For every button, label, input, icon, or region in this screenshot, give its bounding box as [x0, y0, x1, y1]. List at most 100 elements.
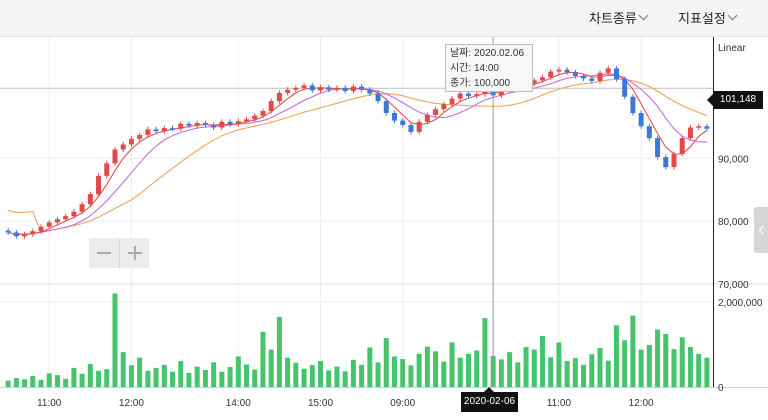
candle	[194, 123, 200, 126]
candle	[293, 87, 299, 90]
volume-bar	[96, 370, 102, 387]
candle	[367, 89, 373, 94]
volume-tick-label: 0	[718, 383, 724, 394]
volume-bar	[87, 364, 93, 387]
volume-bar	[153, 367, 159, 387]
candle	[22, 234, 28, 237]
candle	[38, 226, 44, 232]
volume-bar	[416, 353, 422, 387]
candle	[227, 121, 233, 125]
candle	[87, 194, 93, 205]
candle	[564, 69, 570, 73]
tooltip-time: 시간: 14:00	[450, 63, 499, 74]
candle	[408, 124, 414, 132]
volume-bar	[30, 375, 36, 387]
volume-bar	[219, 371, 225, 387]
volume-bar	[548, 357, 554, 387]
candle	[235, 121, 241, 125]
candle	[161, 128, 167, 132]
volume-bar	[564, 361, 570, 387]
candle	[531, 80, 537, 84]
zoom-controls	[89, 238, 149, 268]
indicator-settings-button[interactable]: 지표설정	[678, 8, 738, 27]
candle	[433, 109, 439, 115]
volume-bar	[465, 353, 471, 387]
volume-bar	[589, 354, 595, 387]
zoom-in-button[interactable]	[118, 238, 150, 268]
candle	[54, 219, 60, 223]
volume-bar	[334, 366, 340, 387]
chevron-left-icon	[758, 225, 767, 235]
volume-bar	[13, 378, 19, 387]
panel-toggle-button[interactable]	[754, 207, 768, 253]
volume-bar	[293, 362, 299, 387]
candle	[96, 175, 102, 195]
volume-bar	[54, 375, 60, 387]
candle	[334, 87, 340, 90]
candle	[350, 86, 356, 92]
price-tick-label: 80,000	[718, 217, 749, 228]
candle	[572, 72, 578, 76]
candle	[120, 144, 126, 150]
volume-bar	[375, 362, 381, 387]
volume-bar	[268, 349, 274, 387]
volume-bar	[227, 367, 233, 387]
candle	[383, 101, 389, 114]
candle	[400, 120, 406, 125]
candle	[104, 163, 110, 176]
volume-bar	[622, 340, 628, 387]
x-tick-label: 12:00	[629, 398, 654, 409]
volume-bar	[79, 373, 85, 387]
candle	[646, 126, 652, 139]
price-chart[interactable]: Linear 70,000 80,000 90,000 0 2,000,000 11:00 1…	[0, 37, 768, 420]
volume-bar	[474, 350, 480, 387]
volume-bar	[71, 367, 77, 387]
candle	[178, 123, 184, 129]
volume-bar	[433, 351, 439, 387]
chart-type-button[interactable]: 차트종류	[589, 8, 649, 27]
volume-bar	[178, 361, 184, 387]
candle	[655, 138, 661, 158]
volume-bar	[457, 357, 463, 387]
volume-bar	[531, 349, 537, 387]
volume-bar	[597, 347, 603, 387]
chart-toolbar: 차트종류 지표설정	[0, 0, 768, 37]
volume-bar	[507, 352, 513, 387]
volume-bar	[194, 366, 200, 387]
volume-tick-label: 2,000,000	[718, 298, 763, 309]
candle	[539, 77, 545, 81]
volume-bar	[63, 378, 69, 387]
volume-bar	[671, 349, 677, 387]
candle	[318, 87, 324, 91]
candle	[589, 78, 595, 81]
volume-bar	[161, 364, 167, 387]
volume-bar	[655, 329, 661, 387]
volume-bar	[523, 347, 529, 387]
volume-bar	[22, 379, 28, 387]
current-price-badge: 101,148	[707, 91, 763, 109]
candle	[449, 98, 455, 105]
volume-bar	[170, 371, 176, 387]
candle	[260, 111, 266, 116]
candle	[416, 121, 422, 132]
candle	[219, 121, 225, 128]
volume-bar	[482, 318, 488, 387]
candle	[441, 104, 447, 110]
ma-long-line	[7, 78, 708, 233]
volume-bar	[400, 358, 406, 387]
candle	[548, 71, 554, 78]
candle	[622, 79, 628, 97]
volume-bar	[605, 360, 611, 387]
x-tick-label: 15:00	[308, 398, 333, 409]
candle	[704, 126, 710, 129]
candle	[457, 93, 463, 99]
chevron-down-icon	[638, 10, 649, 21]
volume-bar	[391, 356, 397, 387]
volume-bar	[244, 364, 250, 387]
volume-bar	[704, 357, 710, 387]
volume-bar	[276, 316, 282, 387]
zoom-out-button[interactable]	[89, 238, 119, 268]
candle	[276, 92, 282, 102]
indicator-settings-label: 지표설정	[678, 11, 726, 26]
candle	[391, 113, 397, 121]
